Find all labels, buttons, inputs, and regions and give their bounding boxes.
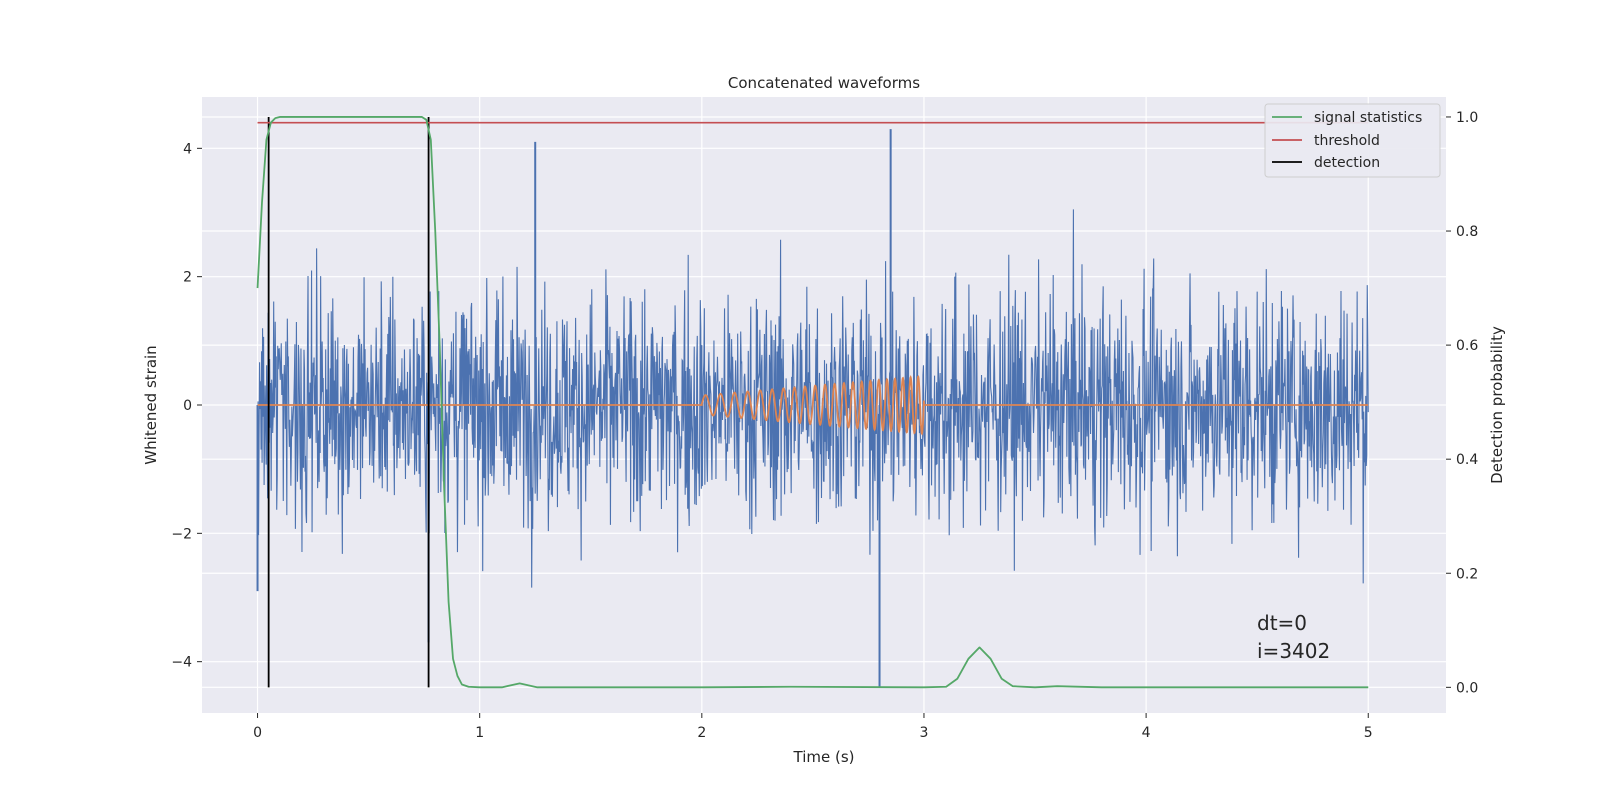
y2-tick-label: 0.2 bbox=[1456, 566, 1478, 582]
x-tick-label: 4 bbox=[1142, 725, 1151, 741]
strain-line bbox=[256, 209, 1369, 588]
y2-tick-label: 0.0 bbox=[1456, 680, 1478, 696]
axes: 0 1 2 3 4 5 −4 −2 0 2 4 0.0 0.2 0.4 0.6 0.8 1.0 bbox=[171, 110, 1478, 741]
y-tick-label: −4 bbox=[171, 655, 192, 671]
legend-label-detection: detection bbox=[1314, 155, 1380, 171]
y2-axis-label: Detection probability bbox=[1488, 326, 1506, 484]
legend: signal statistics threshold detection bbox=[1264, 103, 1441, 178]
y2-tick-label: 1.0 bbox=[1456, 110, 1478, 126]
x-tick-label: 5 bbox=[1364, 725, 1373, 741]
plot-area bbox=[256, 116, 1369, 689]
y-tick-label: −2 bbox=[171, 526, 192, 542]
annotation-dt: dt=0 bbox=[1257, 611, 1307, 635]
y-tick-label: 2 bbox=[183, 270, 192, 286]
legend-label-signal-statistics: signal statistics bbox=[1314, 110, 1422, 126]
y2-tick-label: 0.6 bbox=[1456, 338, 1478, 354]
y2-tick-label: 0.4 bbox=[1456, 452, 1478, 468]
y-tick-label: 4 bbox=[183, 141, 192, 157]
x-tick-label: 2 bbox=[697, 725, 706, 741]
legend-label-threshold: threshold bbox=[1314, 133, 1380, 149]
y2-tick-label: 0.8 bbox=[1456, 224, 1478, 240]
y-tick-label: 0 bbox=[183, 398, 192, 414]
signal-statistics-line bbox=[256, 116, 1369, 689]
x-tick-label: 0 bbox=[253, 725, 262, 741]
x-tick-label: 3 bbox=[920, 725, 929, 741]
legend-box bbox=[1264, 103, 1441, 178]
x-axis-label: Time (s) bbox=[793, 748, 855, 766]
injection-line bbox=[257, 375, 1369, 436]
x-tick-label: 1 bbox=[475, 725, 484, 741]
annotation-index: i=3402 bbox=[1257, 639, 1330, 663]
chart-title: Concatenated waveforms bbox=[728, 74, 920, 92]
y-axis-label: Whitened strain bbox=[142, 345, 160, 464]
